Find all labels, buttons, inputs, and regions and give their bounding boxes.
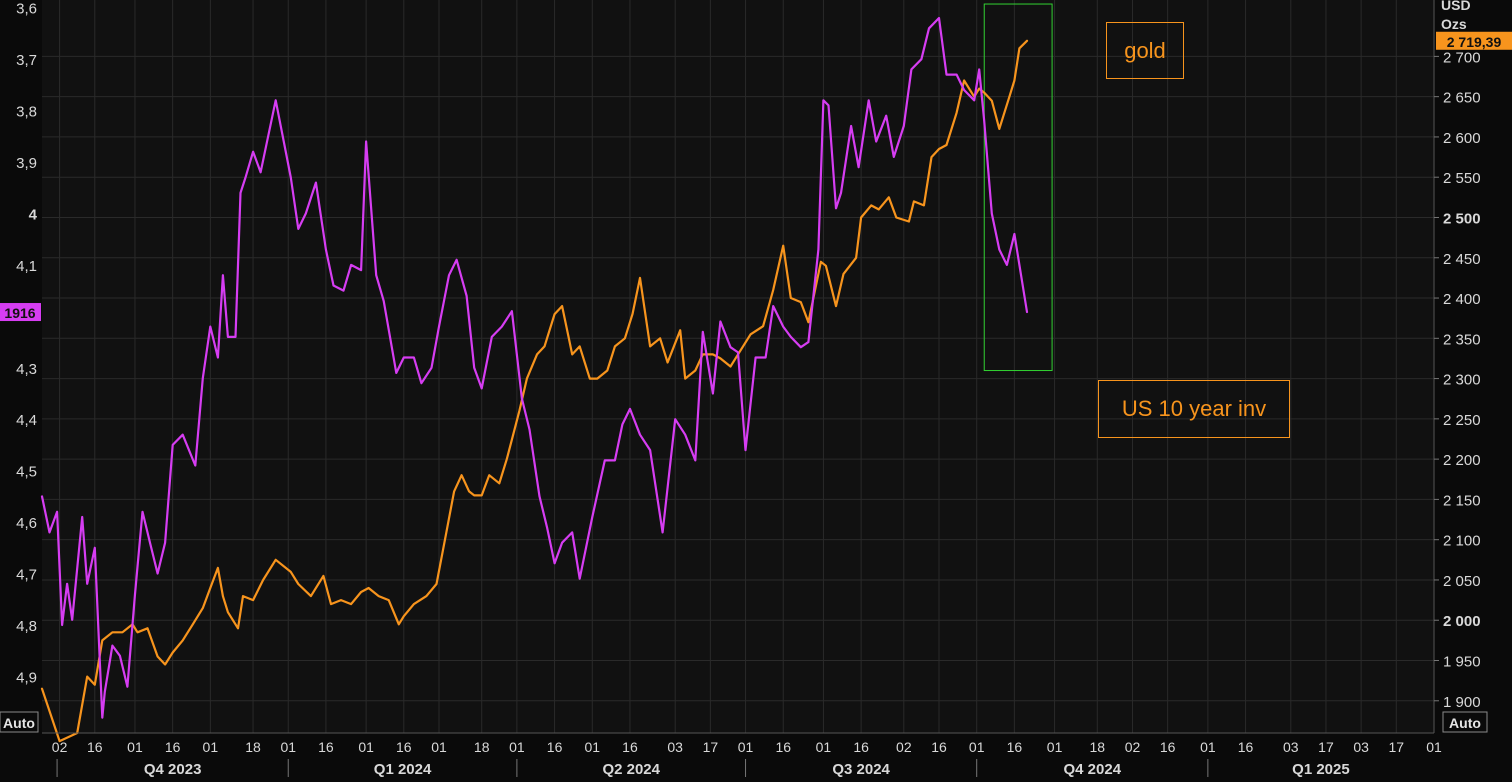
left-axis-tick-label: 3,6	[16, 1, 37, 18]
highlight-layer	[983, 3, 1053, 372]
right-axis-tick-label: 2 050	[1443, 573, 1481, 590]
x-axis-day-label: 18	[245, 739, 261, 755]
right-axis-tick-label: 2 000	[1443, 613, 1481, 630]
x-axis-quarter-label: Q3 2024	[832, 761, 890, 777]
left-axis-tick-label: 4,1	[16, 258, 37, 275]
x-axis-day-label: 16	[853, 739, 869, 755]
right-axis-tick-label: 2 150	[1443, 492, 1481, 509]
x-axis-day-label: 01	[1047, 739, 1063, 755]
left-auto-button	[0, 711, 39, 733]
left-last-value-badge	[0, 303, 41, 322]
left-axis-tick-label: 3,8	[16, 104, 37, 121]
x-axis-day-label: 17	[703, 739, 719, 755]
x-axis-day-label: 03	[667, 739, 683, 755]
right-axis-tick-label: 2 100	[1443, 533, 1481, 550]
left-axis-tick-label: 4,3	[16, 361, 37, 378]
x-axis-day-label: 16	[87, 739, 103, 755]
x-axis-day-label: 17	[1389, 739, 1405, 755]
right-axis-tick-label: 2 350	[1443, 331, 1481, 348]
x-axis-day-label: 16	[775, 739, 791, 755]
right-axis-tick-label: 2 200	[1443, 452, 1481, 469]
left-axis-tick-label: 4,4	[16, 412, 37, 429]
x-axis-day-label: 01	[280, 739, 296, 755]
x-axis-day-label: 01	[203, 739, 219, 755]
left-axis-tick-label: 4,7	[16, 567, 37, 584]
x-axis-day-label: 03	[1353, 739, 1369, 755]
right-last-value-label: 2 719,39	[1447, 34, 1502, 50]
x-axis-day-label: 16	[1007, 739, 1023, 755]
left-axis-tick-label: 3,7	[16, 52, 37, 69]
x-axis-quarter-label: Q4 2024	[1064, 761, 1122, 777]
left-axis-tick-label: 4,6	[16, 515, 37, 532]
x-axis-day-label: 16	[1238, 739, 1254, 755]
x-axis-day-label: 16	[396, 739, 412, 755]
x-axis-day-label: 01	[738, 739, 754, 755]
x-axis-quarter-label: Q1 2025	[1292, 761, 1350, 777]
left-axis-tick-label: 3,9	[16, 155, 37, 172]
annotation-us10y-text: US 10 year inv	[1121, 396, 1267, 421]
grid-layer	[42, 0, 1435, 733]
right-axis: USD Ozs 2 700 2 650 2 600 2 550 2 500 2 450 2 40…	[1433, 0, 1512, 733]
right-axis-tick-label: 2 250	[1443, 412, 1481, 429]
annotation-us10y: US 10 year inv	[1098, 380, 1290, 438]
x-axis-day-label: 01	[584, 739, 600, 755]
left-last-value-label: 1916	[4, 305, 35, 321]
x-axis: 02 16 01 16 01 18 01 16 01 16 01 18 01 16 01 16 03 17 01 16…	[42, 732, 1442, 778]
left-axis-tick-label: 4,9	[16, 669, 37, 686]
right-last-value-badge	[1436, 31, 1512, 50]
x-axis-day-label: 02	[896, 739, 912, 755]
x-axis-day-label: 16	[931, 739, 947, 755]
right-axis-unit-ozs: Ozs	[1441, 16, 1467, 32]
right-auto-label: Auto	[1449, 715, 1481, 731]
x-axis-day-label: 17	[1318, 739, 1334, 755]
x-axis-day-label: 16	[622, 739, 638, 755]
x-axis-day-label: 16	[165, 739, 181, 755]
left-axis: 3,6 3,7 3,8 3,9 4 4,1 4,3 4,4 4,5 4,6 4,7 4,8 4,9 191…	[0, 1, 41, 733]
left-auto-label: Auto	[3, 715, 35, 731]
x-axis-day-label: 16	[1160, 739, 1176, 755]
x-axis-quarter-label: Q2 2024	[602, 761, 660, 777]
right-axis-tick-label: 2 300	[1443, 372, 1481, 389]
right-axis-tick-label: 2 450	[1443, 251, 1481, 268]
x-axis-day-label: 16	[318, 739, 334, 755]
x-axis-day-label: 16	[547, 739, 563, 755]
right-axis-tick-label: 2 400	[1443, 291, 1481, 308]
highlight-rectangle	[983, 3, 1053, 372]
annotation-gold-text: gold	[1124, 37, 1166, 63]
left-axis-tick-label: 4,5	[16, 464, 37, 481]
x-axis-day-label: 01	[1426, 739, 1442, 755]
x-axis-day-label: 01	[1200, 739, 1216, 755]
x-axis-day-label: 01	[816, 739, 832, 755]
right-auto-button	[1442, 711, 1488, 733]
series-line-us10y	[40, 16, 1029, 719]
x-axis-day-label: 01	[358, 739, 374, 755]
right-axis-tick-label: 2 650	[1443, 90, 1481, 107]
x-axis-day-label: 02	[52, 739, 68, 755]
series-layer	[40, 16, 1029, 743]
annotation-gold: gold	[1106, 22, 1184, 79]
left-axis-tick-label: 4,8	[16, 618, 37, 635]
right-axis-tick-label: 2 500	[1443, 210, 1481, 227]
x-axis-day-label: 01	[127, 739, 143, 755]
right-axis-unit-usd: USD	[1441, 0, 1471, 13]
x-axis-day-label: 02	[1125, 739, 1141, 755]
right-axis-tick-label: 2 700	[1443, 49, 1481, 66]
x-axis-day-label: 03	[1283, 739, 1299, 755]
x-axis-day-label: 01	[969, 739, 985, 755]
right-axis-tick-label: 1 900	[1443, 694, 1481, 711]
x-axis-day-label: 01	[431, 739, 447, 755]
right-axis-tick-label: 1 950	[1443, 654, 1481, 671]
left-axis-tick-label: 4	[29, 206, 38, 223]
series-line-gold	[40, 39, 1029, 743]
right-axis-tick-label: 2 550	[1443, 170, 1481, 187]
x-axis-day-label: 01	[509, 739, 525, 755]
x-axis-quarter-label: Q4 2023	[144, 761, 202, 777]
x-axis-day-label: 18	[1090, 739, 1106, 755]
x-axis-quarter-label: Q1 2024	[374, 761, 432, 777]
x-axis-day-label: 18	[474, 739, 490, 755]
right-axis-tick-label: 2 600	[1443, 130, 1481, 147]
